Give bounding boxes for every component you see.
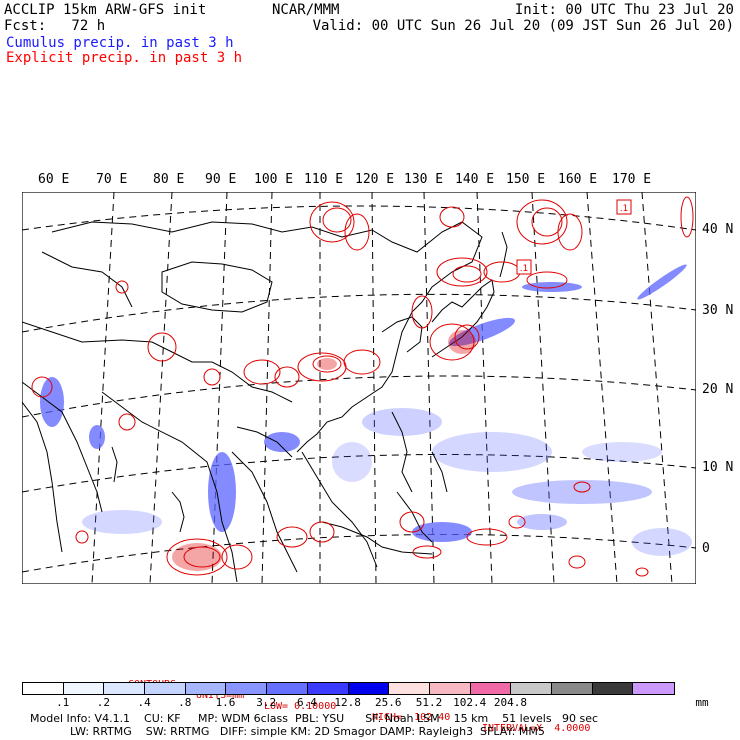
colorbar-swatch: [23, 683, 64, 694]
org-label: NCAR/MMM: [272, 2, 340, 18]
model-info-line-2: LW: RRTMG SW: RRTMG DIFF: simple KM: 2D …: [70, 725, 545, 738]
precip-map: .1 .1: [22, 192, 696, 584]
map-frame: [22, 192, 696, 584]
colorbar: [22, 682, 675, 695]
lon-label: 170 E: [612, 172, 652, 187]
valid-time: Valid: 00 UTC Sun 26 Jul 20 (09 JST Sun …: [312, 18, 734, 34]
lon-label: 110 E: [304, 172, 344, 187]
max-value-markers: .1 .1: [516, 199, 632, 275]
label-box-text: .1: [520, 264, 529, 274]
lon-label: 90 E: [205, 172, 237, 187]
colorbar-swatch: [267, 683, 308, 694]
lon-label: 60 E: [38, 172, 70, 187]
colorbar-swatch: [104, 683, 146, 694]
coastlines: [22, 221, 508, 583]
colorbar-swatch: [633, 683, 674, 694]
colorbar-tick-label: .8: [178, 696, 192, 709]
explicit-precip-fill: [172, 330, 476, 571]
forecast-hour: Fcst: 72 h: [4, 18, 106, 34]
lon-label: 130 E: [404, 172, 444, 187]
explicit-precip-contours: [31, 196, 694, 577]
lat-label: 10 N: [702, 460, 734, 475]
colorbar-swatch: [307, 683, 349, 694]
colorbar-tick-label: 25.6: [375, 696, 402, 709]
colorbar-tick-label: 102.4: [453, 696, 487, 709]
title-line-1: ACCLIP 15km ARW-GFS init: [4, 2, 207, 18]
colorbar-tick-label: 12.8: [334, 696, 361, 709]
colorbar-tick-label: .4: [137, 696, 151, 709]
latitude-gridlines: [22, 205, 696, 573]
label-box-text: .1: [620, 204, 629, 214]
colorbar-tick-label: 6.4: [296, 696, 317, 709]
lon-label: 140 E: [455, 172, 495, 187]
lat-label: 20 N: [702, 382, 734, 397]
high-label: HIGH= 102.40: [372, 712, 451, 723]
colorbar-tick-label: .1: [56, 696, 70, 709]
colorbar-swatch: [551, 683, 593, 694]
colorbar-tick-label: 51.2: [415, 696, 443, 709]
lat-label: 40 N: [702, 222, 734, 237]
cumulus-precip-areas: [40, 264, 692, 556]
label-box: [616, 199, 632, 215]
label-box: [516, 259, 532, 275]
interval-label: INTERVAL=X 4.0000: [482, 723, 591, 734]
lon-label: 100 E: [254, 172, 294, 187]
model-info-line-1: Model Info: V4.1.1 CU: KF MP: WDM 6class…: [30, 712, 599, 725]
colorbar-swatch: [592, 683, 634, 694]
colorbar-swatch: [185, 683, 227, 694]
colorbar-tick-label: 1.6: [215, 696, 236, 709]
lon-label: 160 E: [558, 172, 598, 187]
low-label: LOW= 0.10000: [264, 701, 337, 712]
colorbar-swatch: [511, 683, 552, 694]
colorbar-swatch: [470, 683, 512, 694]
lon-label: 70 E: [96, 172, 128, 187]
colorbar-swatch: [389, 683, 430, 694]
colorbar-tick-label: 3.2: [256, 696, 277, 709]
lon-label: 80 E: [153, 172, 185, 187]
colorbar-swatch: [63, 683, 105, 694]
colorbar-swatch: [226, 683, 268, 694]
colorbar-swatch: [348, 683, 390, 694]
lon-label: 120 E: [355, 172, 395, 187]
longitude-gridlines: [91, 192, 673, 584]
legend-explicit: Explicit precip. in past 3 h: [6, 50, 243, 66]
lon-label: 150 E: [506, 172, 546, 187]
init-time: Init: 00 UTC Thu 23 Jul 20: [514, 2, 734, 18]
colorbar-tick-label: 204.8: [493, 696, 527, 709]
legend-cumulus: Cumulus precip. in past 3 h: [6, 35, 234, 51]
colorbar-tick-label: .2: [96, 696, 111, 709]
lat-label: 0: [702, 541, 710, 556]
lat-label: 30 N: [702, 303, 734, 318]
units-label: UNITS=mm: [196, 690, 245, 701]
colorbar-swatch: [429, 683, 471, 694]
colorbar-units: mm: [695, 696, 709, 709]
colorbar-swatch: [145, 683, 186, 694]
